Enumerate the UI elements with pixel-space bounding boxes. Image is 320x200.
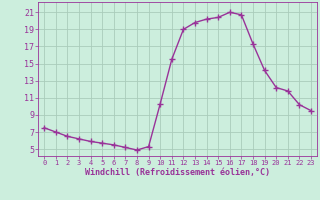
X-axis label: Windchill (Refroidissement éolien,°C): Windchill (Refroidissement éolien,°C) <box>85 168 270 177</box>
